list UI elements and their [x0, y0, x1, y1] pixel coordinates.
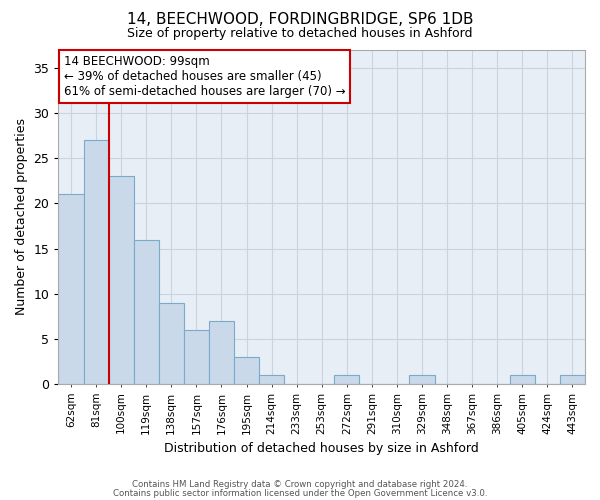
- Bar: [334, 375, 359, 384]
- Text: Contains HM Land Registry data © Crown copyright and database right 2024.: Contains HM Land Registry data © Crown c…: [132, 480, 468, 489]
- Bar: [159, 302, 184, 384]
- Bar: [184, 330, 209, 384]
- Text: 14, BEECHWOOD, FORDINGBRIDGE, SP6 1DB: 14, BEECHWOOD, FORDINGBRIDGE, SP6 1DB: [127, 12, 473, 28]
- Text: 14 BEECHWOOD: 99sqm
← 39% of detached houses are smaller (45)
61% of semi-detach: 14 BEECHWOOD: 99sqm ← 39% of detached ho…: [64, 55, 346, 98]
- Bar: [510, 375, 535, 384]
- Bar: [560, 375, 585, 384]
- Bar: [409, 375, 434, 384]
- Bar: [109, 176, 134, 384]
- Bar: [134, 240, 159, 384]
- Bar: [83, 140, 109, 384]
- Bar: [58, 194, 83, 384]
- Bar: [259, 375, 284, 384]
- Bar: [209, 320, 234, 384]
- X-axis label: Distribution of detached houses by size in Ashford: Distribution of detached houses by size …: [164, 442, 479, 455]
- Text: Contains public sector information licensed under the Open Government Licence v3: Contains public sector information licen…: [113, 490, 487, 498]
- Y-axis label: Number of detached properties: Number of detached properties: [15, 118, 28, 316]
- Text: Size of property relative to detached houses in Ashford: Size of property relative to detached ho…: [127, 28, 473, 40]
- Bar: [234, 357, 259, 384]
